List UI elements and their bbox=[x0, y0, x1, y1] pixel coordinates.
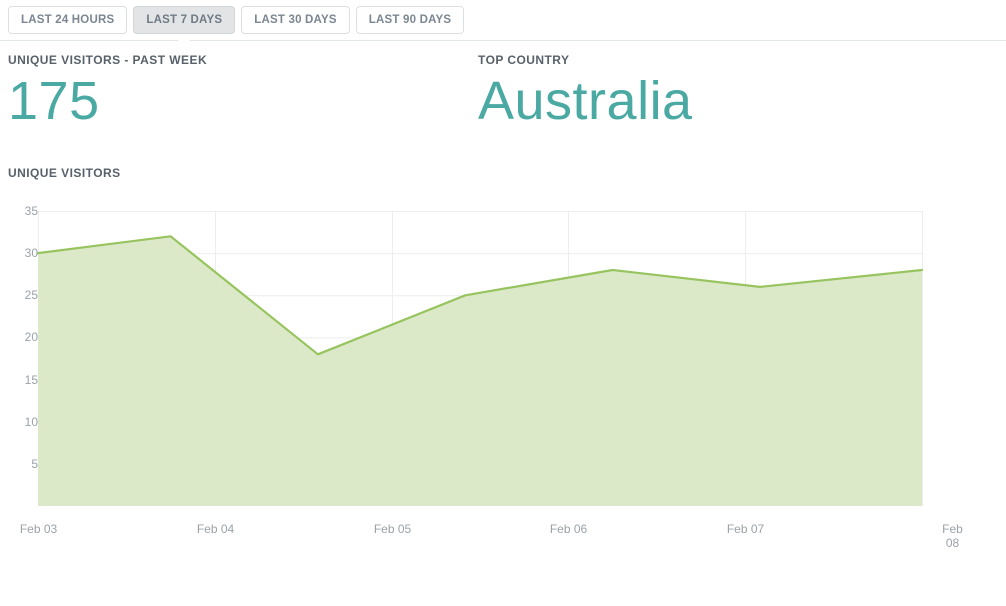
y-axis-tick-label: 35 bbox=[24, 204, 38, 218]
chart-area: 35 30 25 20 15 10 5 Feb 03 Feb 04 Feb 05 Feb 06 Fe… bbox=[0, 199, 1006, 564]
y-axis-tick-label: 25 bbox=[24, 288, 38, 303]
unique-visitors-chart-block: UNIQUE VISITORS 35 30 25 20 15 10 5 Feb 03 Feb … bbox=[0, 166, 1006, 566]
y-axis-tick-label: 10 bbox=[24, 414, 38, 429]
x-axis-tick-label: Feb 03 bbox=[19, 522, 58, 536]
tab-last-30-days-label: LAST 30 DAYS bbox=[254, 14, 337, 26]
kpi-top-country-value: Australia bbox=[478, 71, 693, 131]
chart-title: UNIQUE VISITORS bbox=[8, 166, 121, 180]
kpi-unique-visitors: UNIQUE VISITORS - PAST WEEK 175 bbox=[8, 53, 207, 133]
x-axis-tick-label: Feb 06 bbox=[549, 522, 588, 536]
x-axis-tick-label: Feb 04 bbox=[196, 522, 235, 536]
tab-last-90-days-label: LAST 90 DAYS bbox=[368, 14, 452, 26]
y-axis-tick-label: 20 bbox=[24, 330, 38, 345]
x-axis-tick-label: Feb 05 bbox=[373, 522, 412, 536]
tab-last-90-days[interactable]: LAST 90 DAYS bbox=[355, 6, 465, 34]
kpi-top-country-label: TOP COUNTRY bbox=[478, 53, 570, 67]
unique-visitors-area-chart bbox=[36, 211, 924, 507]
tab-last-30-days[interactable]: LAST 30 DAYS bbox=[241, 6, 350, 34]
x-axis-tick-label: Feb 07 bbox=[726, 522, 765, 536]
y-axis-ticks: 35 30 25 20 15 10 5 bbox=[0, 199, 38, 564]
tab-last-24-hours[interactable]: LAST 24 HOURS bbox=[8, 6, 128, 34]
x-axis-ticks: Feb 03 Feb 04 Feb 05 Feb 06 Feb 07 Feb 08 bbox=[0, 514, 1006, 559]
tab-last-7-days[interactable]: LAST 7 DAYS bbox=[133, 6, 236, 42]
time-range-tabbar: LAST 24 HOURS LAST 7 DAYS LAST 30 DAYS L… bbox=[0, 0, 1006, 42]
y-axis-tick-label: 15 bbox=[24, 372, 38, 387]
kpi-unique-visitors-value: 175 bbox=[8, 71, 100, 131]
selected-tab-caret-icon bbox=[177, 34, 192, 42]
tab-last-24-hours-label: LAST 24 HOURS bbox=[21, 14, 115, 26]
kpi-top-country: TOP COUNTRY Australia bbox=[478, 53, 693, 133]
y-axis-tick-label: 5 bbox=[31, 456, 38, 471]
tab-last-7-days-label: LAST 7 DAYS bbox=[146, 14, 223, 26]
kpi-unique-visitors-label: UNIQUE VISITORS - PAST WEEK bbox=[8, 53, 208, 67]
kpi-row: UNIQUE VISITORS - PAST WEEK 175 TOP COUN… bbox=[0, 41, 1006, 166]
x-axis-tick-label: Feb 08 bbox=[942, 522, 963, 550]
y-axis-tick-label: 30 bbox=[24, 246, 38, 261]
